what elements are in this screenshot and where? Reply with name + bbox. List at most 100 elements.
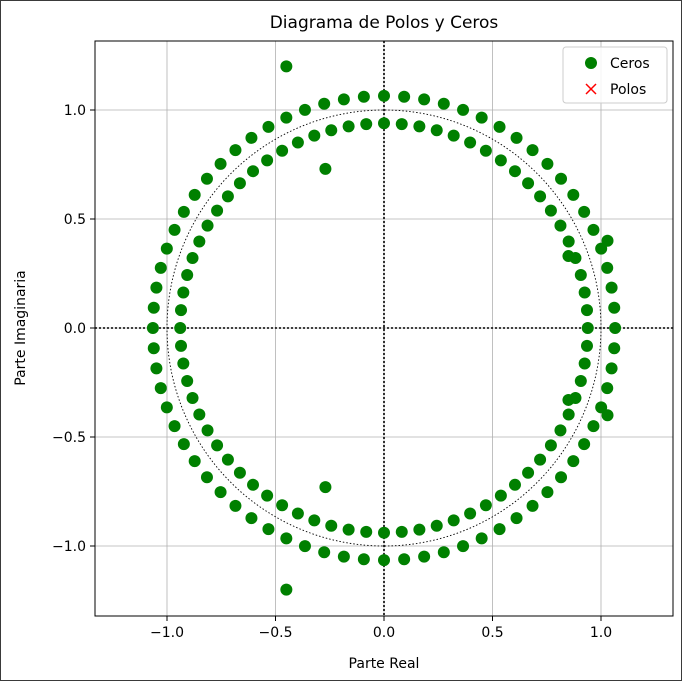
zero-point-137 [544,439,557,452]
zero-point-95 [291,136,304,149]
y-tick-label-4: 1.0 [64,103,86,119]
x-tick-label-4: 1.0 [590,625,612,641]
zero-point-61 [510,512,523,525]
zero-point-28 [200,172,213,185]
zero-point-63 [541,486,554,499]
zero-point-19 [357,90,370,103]
zero-point-97 [261,154,274,167]
x-axis-label: Parte Real [349,656,420,672]
zero-point-96 [276,144,289,157]
zero-point-141 [574,374,587,387]
zero-point-127 [395,525,408,538]
zero-point-94 [308,129,321,142]
y-tick-label-0: −1.0 [52,539,86,555]
zero-point-126 [378,526,390,539]
unit-circle [166,109,602,547]
zero-point-113 [193,408,206,421]
zero-point-125 [360,525,373,538]
zero-point-71 [608,342,621,355]
zeros-series [146,60,622,596]
zero-point-128 [413,523,426,536]
legend-zero-marker [585,57,597,69]
zero-point-73 [580,304,593,317]
zero-point-24 [262,120,275,133]
zero-point-8 [555,172,568,185]
zero-point-51 [318,546,331,559]
zero-point-20 [337,93,350,106]
zero-point-23 [280,111,293,124]
zero-point-78 [554,219,567,232]
zero-point-112 [186,392,199,405]
zero-point-132 [479,499,492,512]
zero-point-92 [342,120,355,133]
zero-point-124 [342,523,355,536]
zero-point-88 [413,120,426,133]
zero-point-49 [280,532,293,545]
zero-point-110 [177,357,190,370]
zero-point-145 [280,583,293,596]
zero-point-75 [574,269,587,282]
zero-point-18 [378,89,390,102]
zero-point-38 [150,362,163,375]
zero-point-111 [181,374,194,387]
y-tick-label-2: 0.0 [64,321,86,337]
zero-point-131 [464,507,477,520]
zero-point-87 [430,124,443,137]
zero-point-36 [146,322,159,334]
zero-point-100 [221,190,234,203]
zero-point-52 [337,550,350,563]
x-tick-label-2: 0.0 [373,625,395,641]
zero-point-142 [578,357,591,370]
zero-point-106 [177,286,190,299]
zero-point-99 [233,177,246,190]
zero-point-40 [160,401,173,414]
zero-point-44 [200,471,213,484]
zero-point-29 [188,188,201,201]
zero-point-45 [214,486,227,499]
zero-point-65 [567,455,580,468]
zero-point-42 [177,438,190,451]
zero-point-102 [201,219,214,232]
x-tick-label-1: −0.5 [259,625,293,641]
zero-point-151 [601,409,614,422]
zero-point-11 [510,131,523,144]
zero-point-60 [493,523,506,536]
zero-point-39 [154,382,167,395]
zero-point-9 [541,157,554,170]
zero-point-150 [601,234,614,247]
zero-point-12 [493,120,506,133]
zero-point-129 [430,519,443,532]
legend: Ceros Polos [562,46,668,104]
zero-point-147 [319,481,332,494]
legend-entry-polos: Polos [610,82,646,98]
zero-point-30 [177,205,190,218]
zero-point-31 [168,223,181,236]
zero-point-79 [544,204,557,217]
zero-point-149 [562,393,575,406]
zero-point-77 [562,235,575,248]
zero-point-136 [534,453,547,466]
zero-point-117 [233,466,246,479]
zero-point-53 [357,553,370,566]
zero-point-138 [554,424,567,437]
zero-point-56 [418,550,431,563]
zero-point-135 [522,466,535,479]
zero-point-98 [247,165,260,178]
zero-point-119 [261,489,274,502]
legend-entry-ceros: Ceros [610,56,650,72]
zero-point-121 [291,507,304,520]
zero-point-13 [475,111,488,124]
zero-point-144 [280,60,293,73]
zero-point-143 [580,339,593,352]
zero-point-115 [211,439,224,452]
zero-point-54 [378,554,390,567]
zero-point-33 [154,261,167,274]
zero-point-72 [581,322,594,334]
zero-point-59 [475,532,488,545]
zero-point-116 [221,453,234,466]
zero-point-6 [578,205,591,218]
zero-point-70 [605,362,618,375]
zero-point-55 [398,553,411,566]
zero-point-83 [494,154,507,167]
